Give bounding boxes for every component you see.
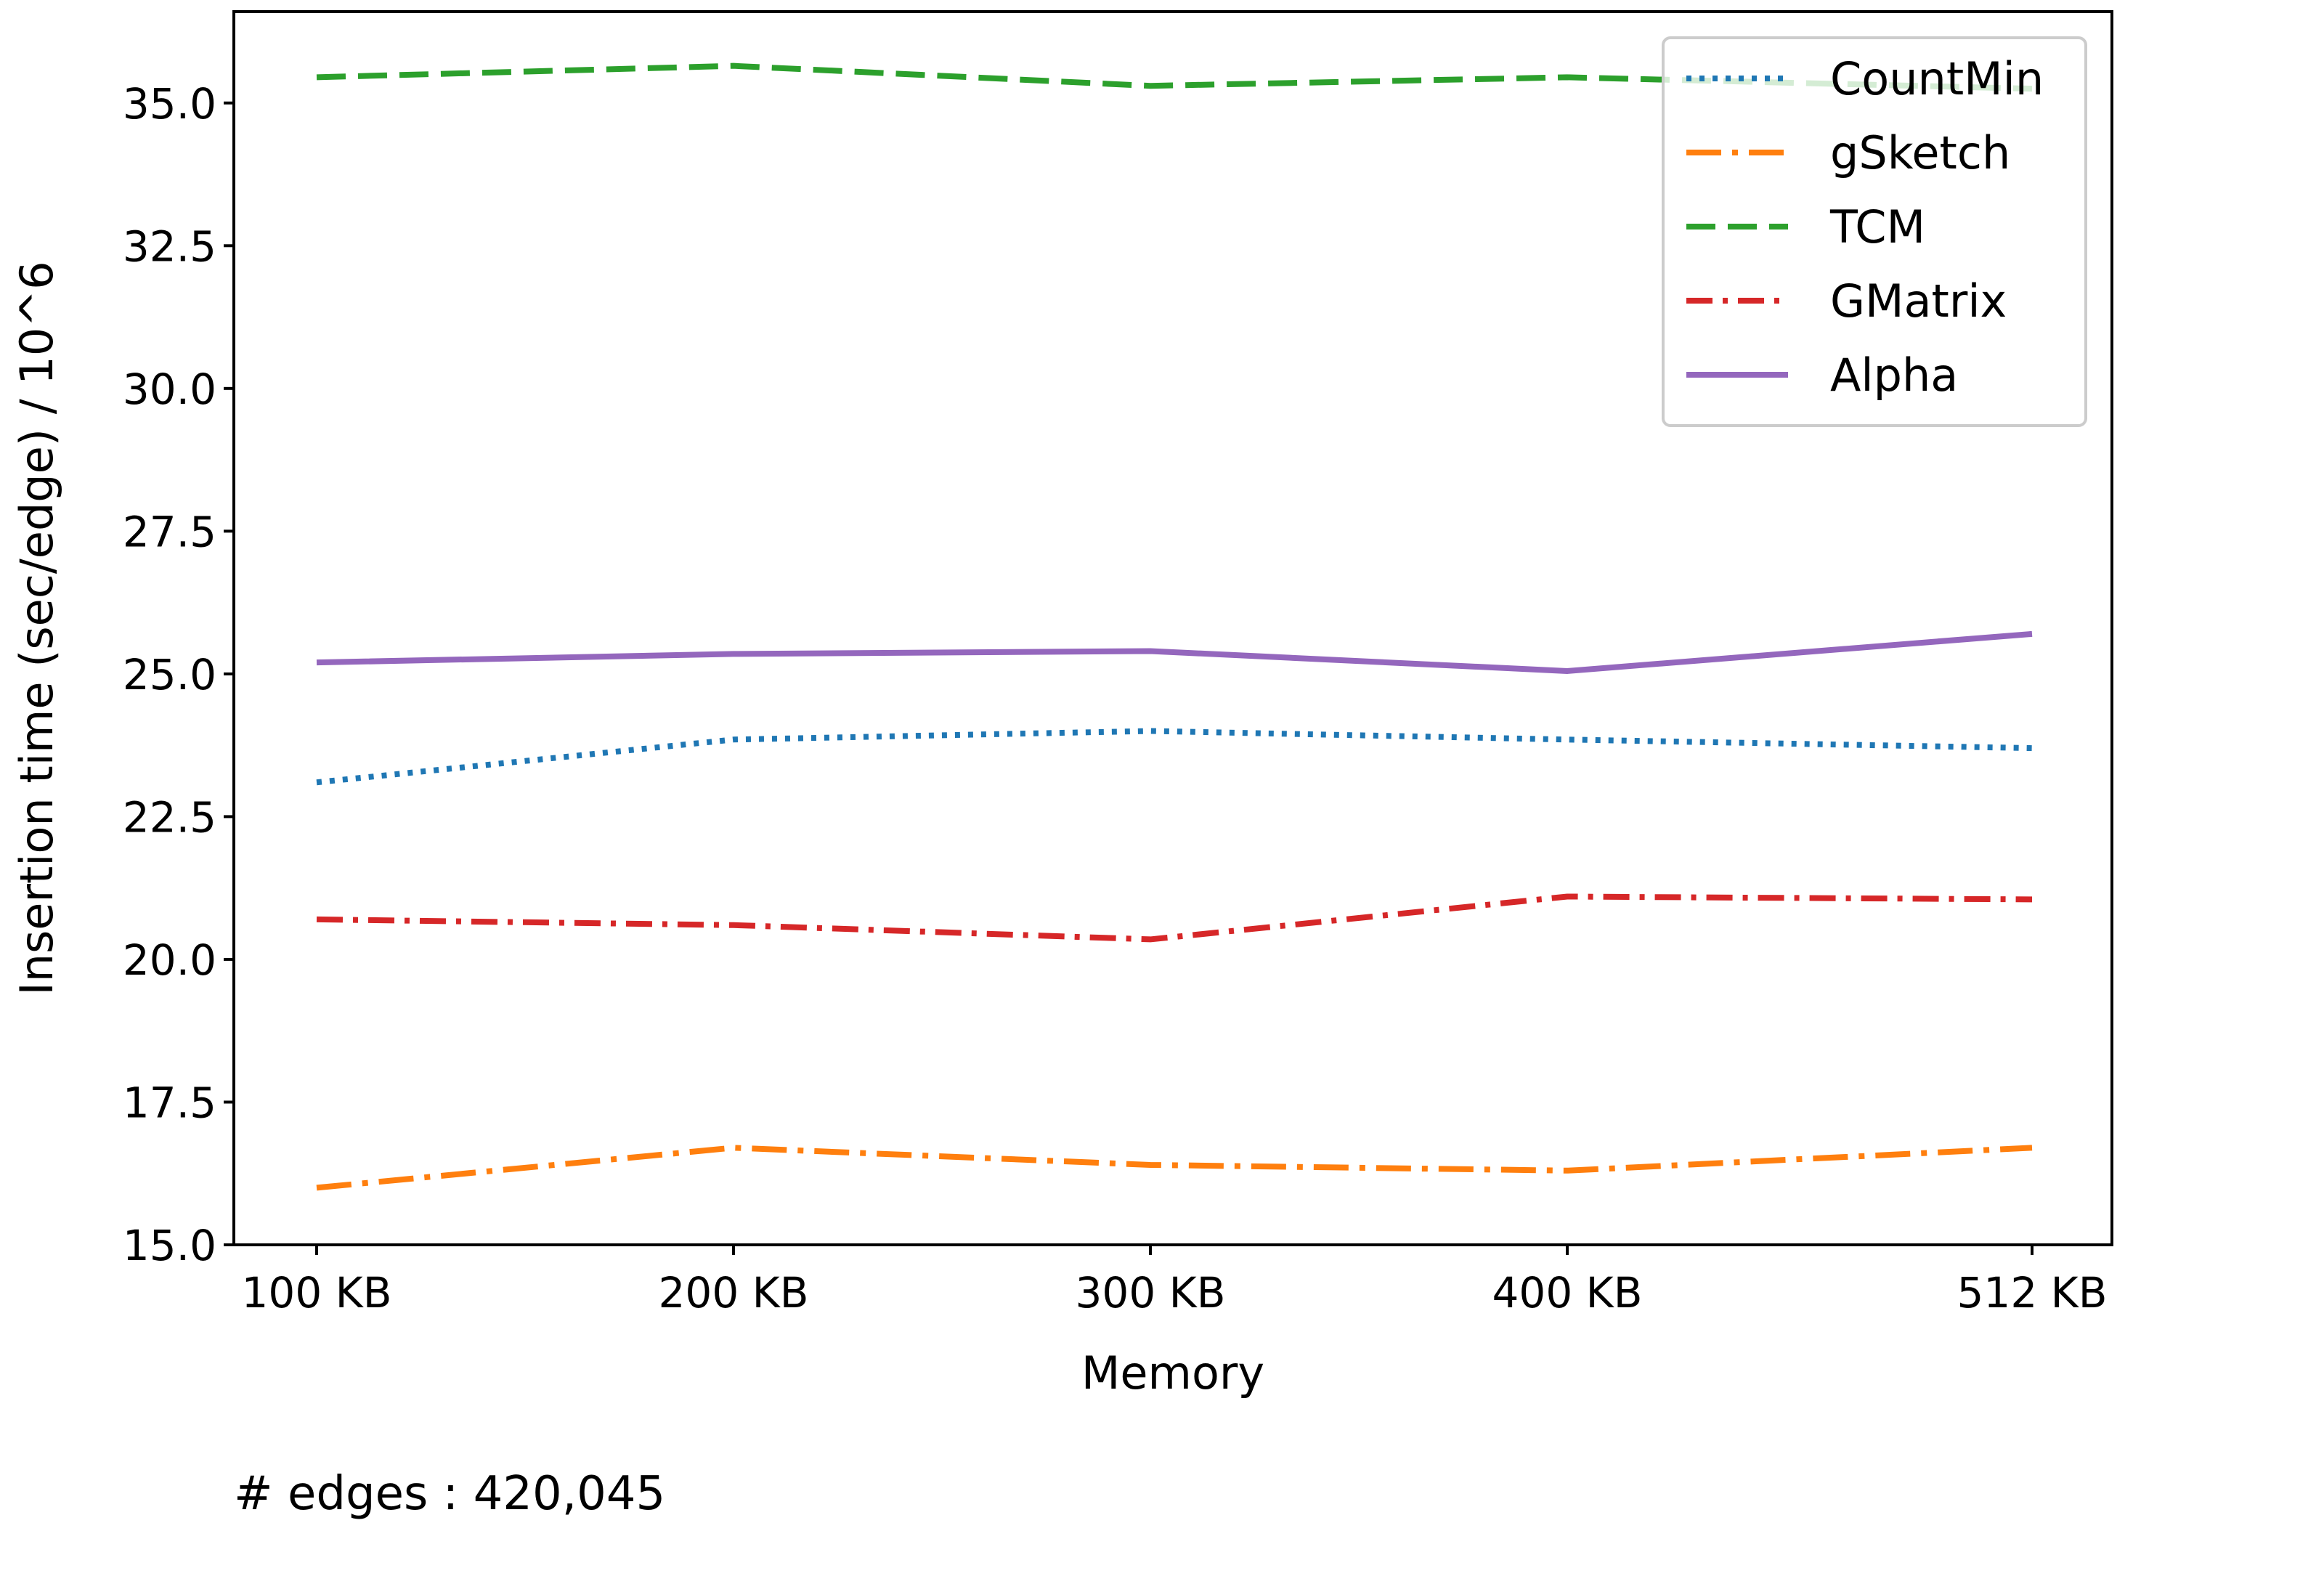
x-axis: 100 KB 200 KB 300 KB 400 KB 512 KB bbox=[242, 1245, 2108, 1317]
y-tick-label: 30.0 bbox=[123, 365, 216, 414]
series-line-gmatrix bbox=[316, 893, 2033, 943]
x-tick-label: 400 KB bbox=[1492, 1268, 1643, 1317]
x-tick-label: 200 KB bbox=[659, 1268, 809, 1317]
series-line-alpha bbox=[316, 630, 2033, 674]
edge-count-note: # edges : 420,045 bbox=[234, 1467, 666, 1521]
y-tick-label: 27.5 bbox=[123, 507, 216, 556]
y-tick-label: 25.0 bbox=[123, 650, 216, 699]
legend-label-countmin: CountMin bbox=[1830, 52, 2044, 105]
series-line-gsketch bbox=[316, 1145, 2033, 1191]
y-tick-label: 15.0 bbox=[123, 1221, 216, 1270]
legend-box bbox=[1662, 36, 2087, 427]
x-tick-label: 512 KB bbox=[1957, 1268, 2108, 1317]
series-line-tcm bbox=[316, 62, 2033, 92]
legend-entries: CountMin gSketch TCM GMatrix Alpha bbox=[1686, 52, 2044, 402]
y-axis: 15.0 17.5 20.0 22.5 25.0 27.5 30.0 32.5 35.0 bbox=[123, 79, 234, 1270]
y-tick-label: 20.0 bbox=[123, 935, 216, 985]
x-tick-label: 300 KB bbox=[1076, 1268, 1226, 1317]
legend-label-tcm: TCM bbox=[1829, 200, 1925, 253]
y-tick-label: 17.5 bbox=[123, 1078, 216, 1127]
series-line-countmin bbox=[316, 728, 2033, 786]
y-axis-label: Insertion time (sec/edge) / 10^6 bbox=[10, 261, 63, 995]
x-tick-label: 100 KB bbox=[242, 1268, 392, 1317]
legend-label-gmatrix: GMatrix bbox=[1830, 275, 2007, 328]
x-axis-label: Memory bbox=[1081, 1347, 1264, 1400]
y-tick-label: 35.0 bbox=[123, 79, 216, 129]
legend-label-gsketch: gSketch bbox=[1830, 126, 2010, 179]
series-layer bbox=[316, 62, 2033, 1191]
legend: CountMin gSketch TCM GMatrix Alpha bbox=[1662, 36, 2087, 427]
legend-label-alpha: Alpha bbox=[1830, 349, 1958, 402]
y-tick-label: 32.5 bbox=[123, 222, 216, 271]
y-tick-label: 22.5 bbox=[123, 792, 216, 842]
plot-frame bbox=[232, 10, 2113, 1246]
